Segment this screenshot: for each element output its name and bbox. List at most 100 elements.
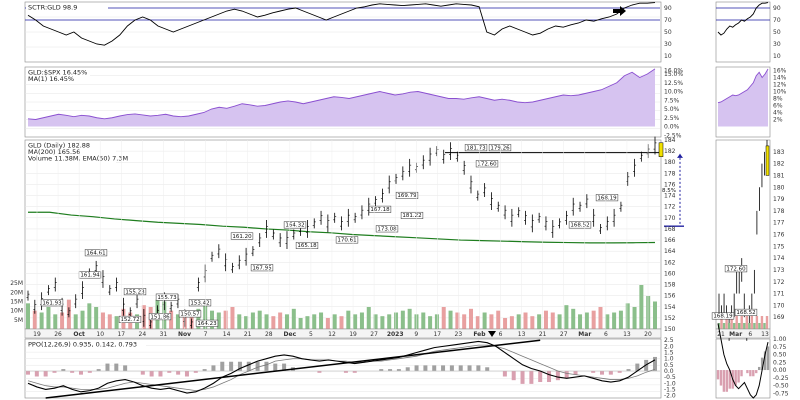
price-annotation-label: 179.26 — [490, 145, 510, 151]
side-y-tick-label: 0.75 — [773, 344, 787, 351]
price-annotation-box — [568, 221, 592, 229]
y-tick-label: 1.0 — [664, 356, 674, 363]
side-volume-bar — [735, 316, 738, 329]
side-ppo-histogram-bar — [740, 370, 743, 377]
side-ppo-histogram-bar — [746, 370, 749, 374]
side-y-tick-label: 178 — [773, 208, 785, 215]
price-annotation-label: 151.86 — [150, 314, 170, 320]
y-tick-label: 2.0 — [664, 343, 674, 350]
ppo-histogram-bar — [158, 370, 163, 377]
volume-bar — [387, 314, 392, 329]
x-tick-label: 21 — [244, 331, 252, 338]
price-annotation-box — [368, 205, 392, 213]
price-annotation-label: 155.73 — [157, 295, 177, 301]
volume-bar — [468, 308, 473, 329]
volume-bar — [653, 301, 657, 329]
x-tick-label: 13 — [518, 331, 526, 338]
ppo-histogram-bar — [379, 369, 384, 371]
x-tick-label: 17 — [117, 331, 125, 338]
ppo-histogram-bar — [246, 361, 251, 371]
side-annotation-box — [724, 265, 748, 273]
y-tick-label: -2.0 — [664, 393, 676, 400]
side-volume-bar — [765, 316, 769, 329]
price-annotation-box — [488, 144, 512, 152]
ppo-histogram-bar — [432, 365, 437, 371]
price-annotation-label: 161.93 — [42, 300, 62, 306]
side-y-tick-label: 14% — [773, 75, 787, 82]
label-bg — [26, 141, 116, 163]
side-y-tick-label: 174 — [773, 255, 785, 262]
ppo-histogram-bar — [564, 370, 569, 379]
ppo-histogram-bar — [211, 365, 216, 371]
side-volume-bar — [740, 316, 743, 329]
side-ppo-histogram-bar — [716, 370, 720, 380]
volume-bar — [94, 307, 99, 329]
y-tick-label: 182 — [664, 148, 676, 155]
highlight-marker — [658, 142, 664, 157]
y-tick-label: 184 — [664, 137, 676, 144]
price-annotation-box — [595, 194, 619, 202]
x-tick-label: 24 — [139, 331, 147, 338]
x-tick-label: 9 — [414, 331, 418, 338]
y-tick-label: 164 — [664, 248, 676, 255]
side-y-tick-label: 181 — [773, 172, 785, 179]
price-annotation-label: 164.61 — [86, 250, 105, 256]
price-annotation-box — [375, 225, 399, 233]
volume-bar — [482, 312, 487, 329]
x-tick-label: Nov — [178, 331, 191, 338]
price-annotation-box — [118, 315, 142, 323]
x-tick-label: 12 — [328, 331, 336, 338]
side-volume-bar — [725, 316, 728, 329]
volume-tick-label: 25M — [10, 280, 23, 287]
side-y-tick-label: 175 — [773, 243, 785, 250]
ppo-histogram-bar — [626, 369, 631, 371]
side-ratio-area — [718, 68, 768, 127]
side-volume-bar — [732, 323, 736, 329]
ppo-histogram-bar — [26, 370, 30, 375]
y-tick-label: 10.0% — [664, 89, 683, 96]
side-y-tick-label: 183 — [773, 149, 785, 156]
ppo-histogram-bar — [529, 370, 534, 384]
price-annotation-box — [123, 288, 147, 296]
side-volume-bar — [750, 316, 754, 329]
ppo-histogram-bar — [202, 369, 207, 371]
price-annotation-box — [188, 299, 212, 307]
ppo-histogram-bar — [653, 356, 657, 371]
ppo-histogram-bar — [555, 370, 560, 381]
legend-label: MA(200) 165.56 — [28, 148, 80, 156]
side-x-tick-label: 13 — [761, 331, 769, 338]
x-tick-label: 23 — [455, 331, 463, 338]
price-annotation-label: 169.79 — [397, 193, 417, 199]
side-y-tick-label: 4% — [773, 110, 783, 117]
volume-bar — [434, 314, 439, 329]
ppo-histogram-bar — [396, 369, 401, 371]
y-tick-label: 152 — [664, 315, 676, 322]
side-annotation-box — [734, 308, 758, 316]
side-y-tick-label: -0.25 — [773, 375, 789, 382]
y-tick-label: 2.5% — [664, 115, 680, 122]
volume-bar — [284, 314, 289, 329]
side-volume-bar — [717, 323, 721, 329]
side-y-tick-label: 180 — [773, 184, 785, 191]
ppo-histogram-bar — [476, 365, 481, 371]
measure-arrow-icon — [677, 153, 683, 158]
volume-tick-label: 15M — [10, 299, 23, 306]
volume-bar — [516, 314, 521, 329]
side-volume-bar — [730, 316, 733, 329]
side-ppo-histogram-bar — [752, 370, 755, 377]
volume-bar — [319, 312, 324, 329]
volume-bar — [325, 318, 330, 329]
volume-bar — [100, 312, 105, 329]
panel-title: GLD:$SPX 16.45% — [28, 69, 87, 77]
ppo-trendline — [45, 339, 541, 399]
ppo-histogram-bar — [449, 365, 454, 371]
side-volume-bar — [738, 323, 741, 329]
price-annotation-box — [84, 249, 108, 257]
side-volume-bar — [758, 323, 761, 329]
y-tick-label: 176 — [664, 181, 676, 188]
ppo-histogram-bar — [237, 361, 242, 371]
side-volume-bar — [748, 323, 751, 329]
side-volume-bar — [760, 316, 764, 329]
price-annotation-box — [464, 144, 488, 152]
side-y-tick-label: 90 — [773, 5, 781, 12]
